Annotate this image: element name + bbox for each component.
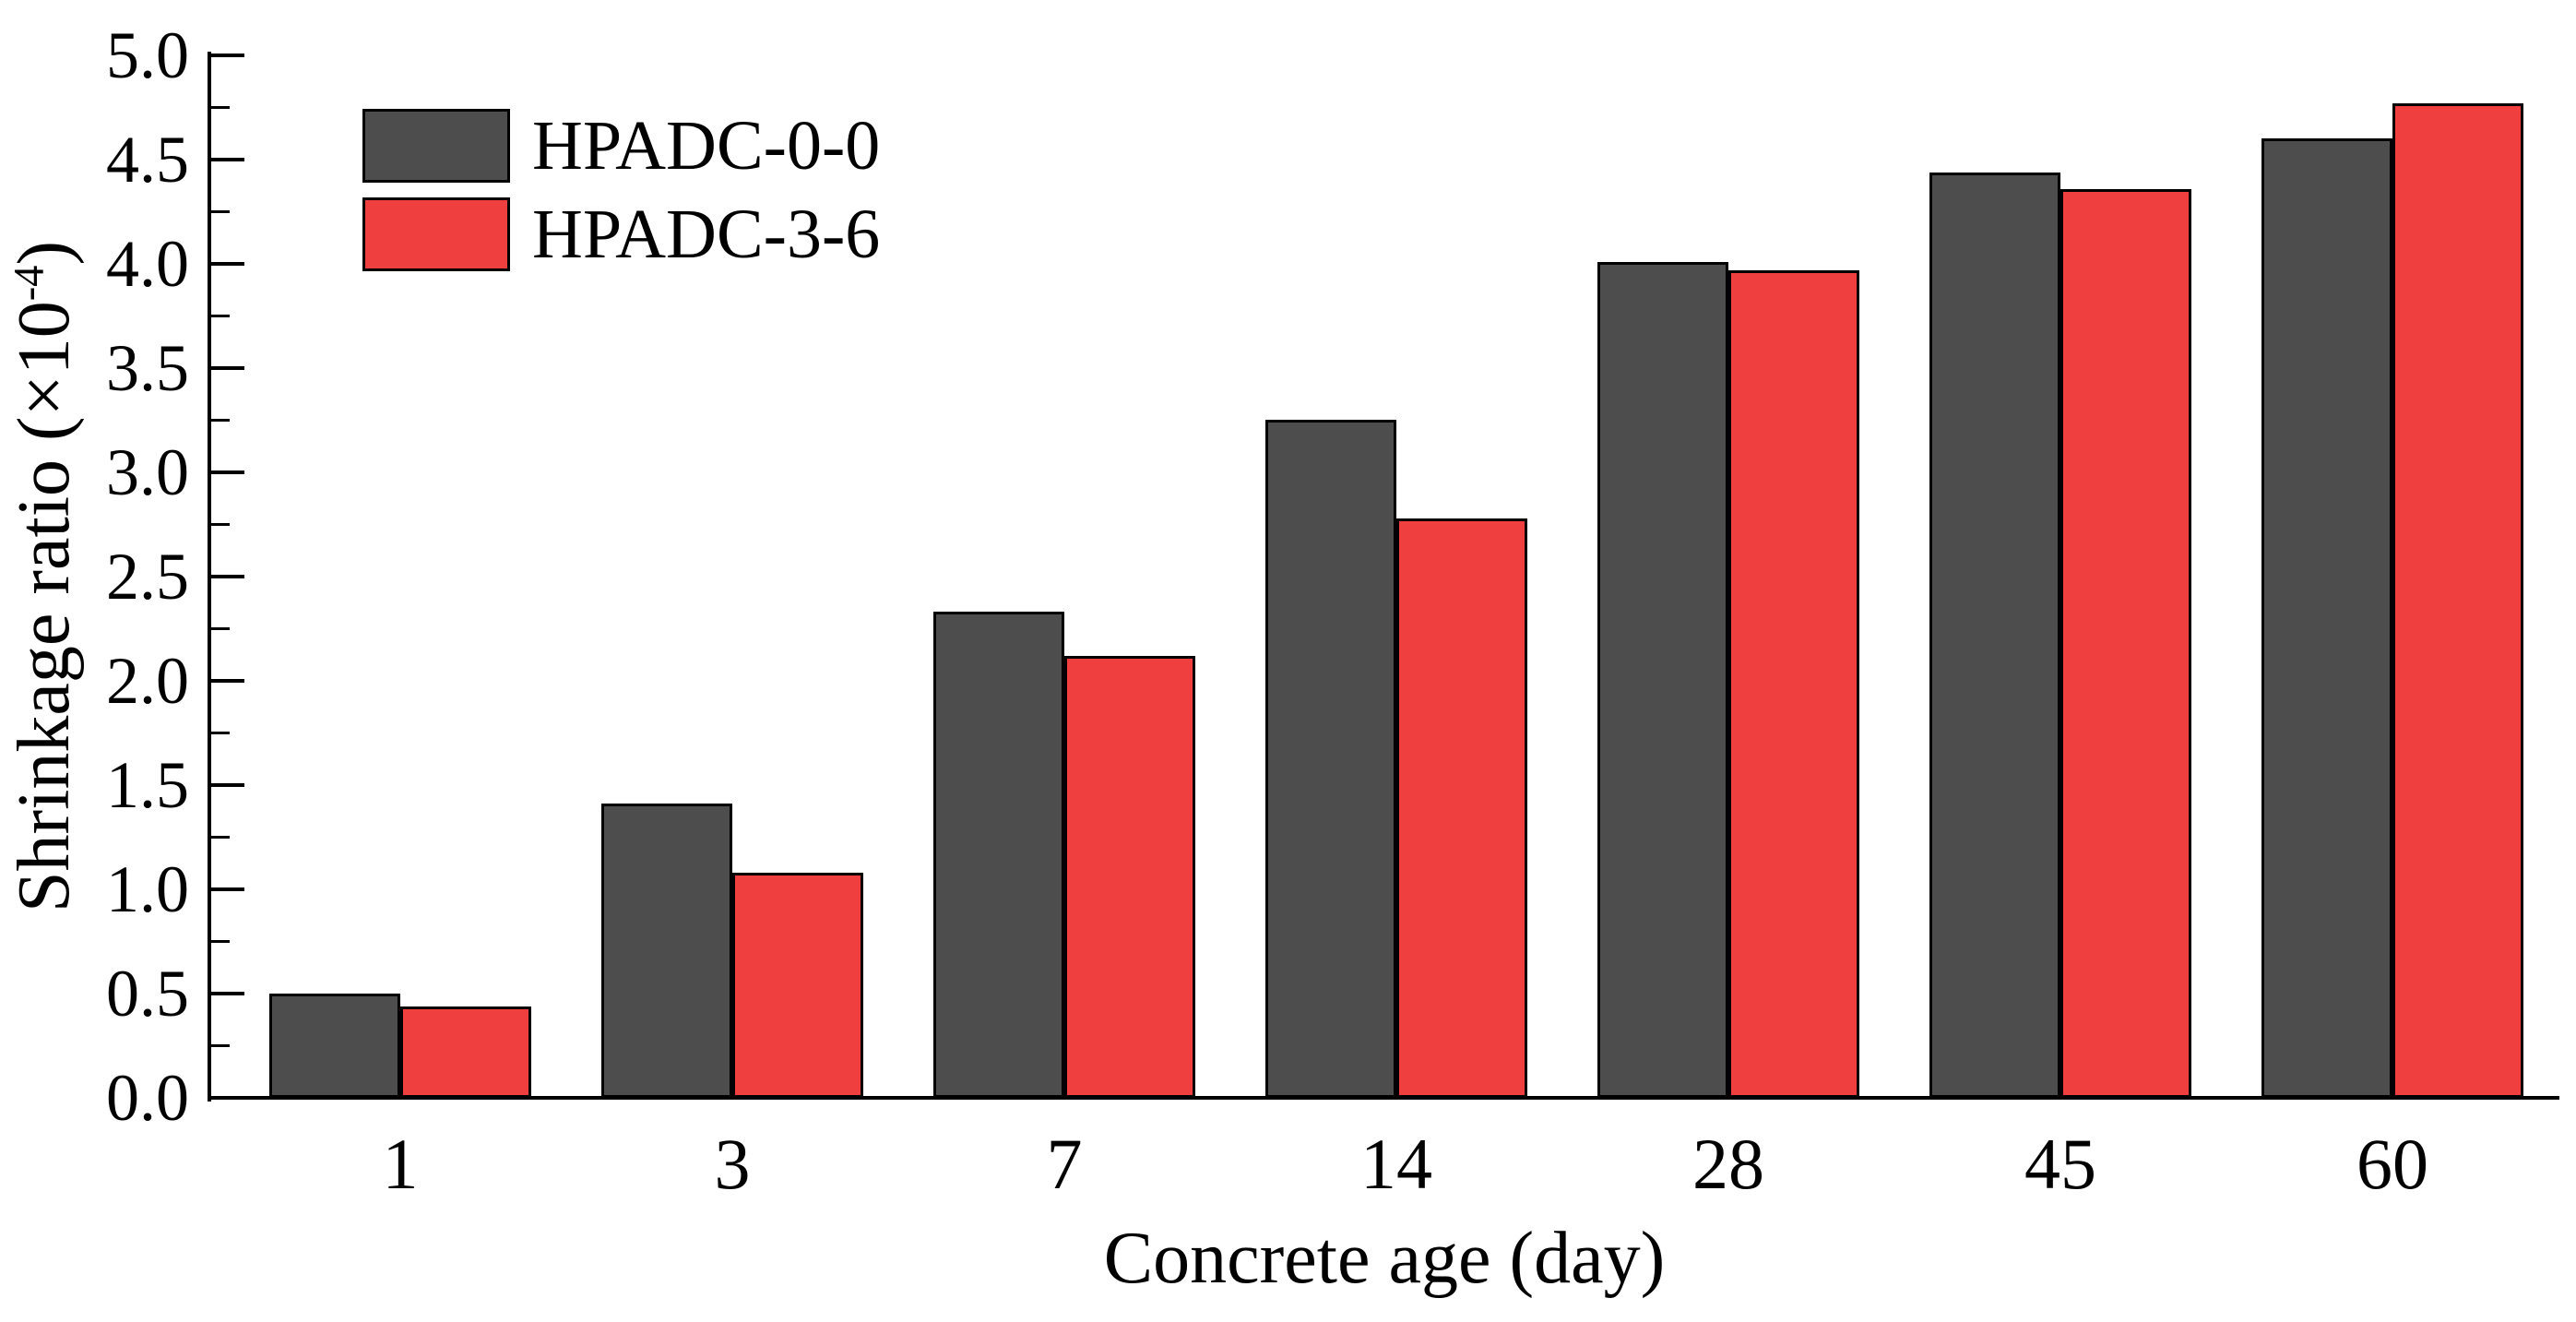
x-tick-label-28: 28 xyxy=(1692,1124,1764,1204)
legend-row-hpadc-3-6: HPADC-3-6 xyxy=(362,196,880,273)
x-tick-label-1: 1 xyxy=(382,1124,419,1204)
legend-label-hpadc-3-6: HPADC-3-6 xyxy=(532,196,881,273)
x-axis-line xyxy=(208,1096,2559,1100)
bar-hpadc-0-0-day-7 xyxy=(933,612,1064,1098)
bar-hpadc-0-0-day-28 xyxy=(1597,262,1728,1098)
y-tick-label-2.5: 2.5 xyxy=(106,540,189,613)
x-tick-label-60: 60 xyxy=(2356,1124,2428,1204)
y-minor-tick-1.25 xyxy=(211,836,230,839)
y-minor-tick-3.25 xyxy=(211,419,230,422)
y-major-tick-4.0 xyxy=(211,262,244,266)
bar-hpadc-3-6-day-60 xyxy=(2392,103,2523,1098)
legend-swatch-hpadc-0-0 xyxy=(362,109,510,183)
y-tick-label-4.5: 4.5 xyxy=(106,123,189,197)
y-major-tick-4.5 xyxy=(211,158,244,161)
y-minor-tick-3.75 xyxy=(211,315,230,317)
bar-hpadc-0-0-day-14 xyxy=(1265,420,1396,1098)
y-major-tick-0.5 xyxy=(211,992,244,995)
y-tick-label-5.0: 5.0 xyxy=(106,18,189,92)
x-axis-title: Concrete age (day) xyxy=(1103,1218,1666,1299)
legend-label-hpadc-0-0: HPADC-0-0 xyxy=(532,107,881,185)
y-major-tick-5.0 xyxy=(211,54,244,57)
y-major-tick-1.0 xyxy=(211,887,244,891)
legend-row-hpadc-0-0: HPADC-0-0 xyxy=(362,107,880,185)
bar-hpadc-0-0-day-1 xyxy=(269,994,400,1098)
y-minor-tick-1.75 xyxy=(211,732,230,734)
y-tick-label-0.5: 0.5 xyxy=(106,957,189,1030)
bar-hpadc-3-6-day-7 xyxy=(1064,656,1195,1098)
y-minor-tick-2.75 xyxy=(211,523,230,526)
y-minor-tick-4.25 xyxy=(211,210,230,213)
y-tick-label-2.0: 2.0 xyxy=(106,644,189,718)
y-major-tick-3.5 xyxy=(211,366,244,370)
y-tick-label-1.0: 1.0 xyxy=(106,852,189,926)
bar-hpadc-0-0-day-60 xyxy=(2261,138,2392,1098)
bar-hpadc-3-6-day-14 xyxy=(1396,518,1527,1098)
x-tick-label-7: 7 xyxy=(1046,1124,1083,1204)
bar-hpadc-3-6-day-1 xyxy=(400,1006,531,1098)
y-minor-tick-0.25 xyxy=(211,1044,230,1047)
y-tick-label-3.0: 3.0 xyxy=(106,435,189,509)
y-tick-label-4.0: 4.0 xyxy=(106,227,189,301)
bar-hpadc-0-0-day-45 xyxy=(1929,173,2060,1098)
bar-hpadc-0-0-day-3 xyxy=(601,804,732,1098)
bar-hpadc-3-6-day-45 xyxy=(2060,189,2191,1098)
x-tick-label-3: 3 xyxy=(714,1124,751,1204)
y-major-tick-2.5 xyxy=(211,575,244,578)
y-major-tick-2.0 xyxy=(211,679,244,683)
y-minor-tick-0.75 xyxy=(211,940,230,943)
y-major-tick-3.0 xyxy=(211,470,244,474)
y-minor-tick-4.75 xyxy=(211,106,230,109)
y-major-tick-1.5 xyxy=(211,783,244,787)
y-tick-label-1.5: 1.5 xyxy=(106,748,189,822)
y-tick-label-3.5: 3.5 xyxy=(106,331,189,405)
bar-hpadc-3-6-day-28 xyxy=(1728,270,1859,1098)
y-minor-tick-2.25 xyxy=(211,627,230,630)
x-tick-label-14: 14 xyxy=(1360,1124,1432,1204)
y-tick-label-0.0: 0.0 xyxy=(106,1061,189,1135)
legend: HPADC-0-0 HPADC-3-6 xyxy=(362,107,880,273)
bar-hpadc-3-6-day-3 xyxy=(732,873,863,1098)
x-tick-label-45: 45 xyxy=(2024,1124,2096,1204)
legend-swatch-hpadc-3-6 xyxy=(362,197,510,271)
y-axis-line xyxy=(208,52,211,1102)
